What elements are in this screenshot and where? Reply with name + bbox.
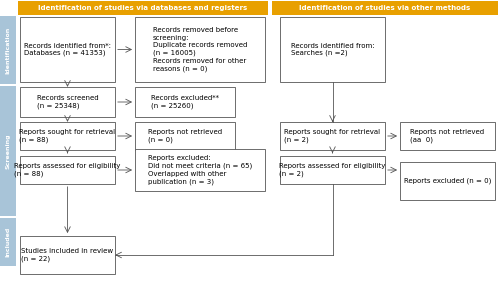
Bar — [20, 122, 115, 150]
Text: Reports sought for retrieval
(n = 88): Reports sought for retrieval (n = 88) — [20, 129, 116, 143]
Text: Reports excluded (n = 0): Reports excluded (n = 0) — [404, 178, 491, 184]
Bar — [400, 162, 495, 200]
Bar — [20, 87, 115, 117]
Bar — [135, 149, 265, 191]
Bar — [20, 236, 115, 274]
Text: Reports excluded:
Did not meet criteria (n = 65)
Overlapped with other
publicati: Reports excluded: Did not meet criteria … — [148, 155, 252, 185]
Bar — [400, 122, 495, 150]
Bar — [0, 16, 16, 84]
Text: Studies included in review
(n = 22): Studies included in review (n = 22) — [22, 248, 114, 262]
Bar — [18, 1, 268, 15]
Text: Screening: Screening — [6, 133, 10, 169]
Bar — [135, 17, 265, 82]
Text: Reports sought for retrieval
(n = 2): Reports sought for retrieval (n = 2) — [284, 129, 380, 143]
Bar — [272, 1, 498, 15]
Text: Records removed before
screening:
Duplicate records removed
(n = 16005)
Records : Records removed before screening: Duplic… — [153, 27, 247, 72]
Text: Identification: Identification — [6, 26, 10, 74]
Text: Reports assessed for eligibility
(n = 88): Reports assessed for eligibility (n = 88… — [14, 163, 120, 177]
Text: Reports not retrieved
(aa  0): Reports not retrieved (aa 0) — [410, 129, 484, 143]
Bar — [135, 122, 235, 150]
Text: Records identified from*:
Databases (n = 41353): Records identified from*: Databases (n =… — [24, 43, 111, 56]
Text: Records identified from:
Searches (n =2): Records identified from: Searches (n =2) — [290, 43, 374, 56]
Text: Included: Included — [6, 227, 10, 257]
Bar — [20, 156, 115, 184]
Bar — [280, 122, 385, 150]
Text: Reports assessed for eligibility
(n = 2): Reports assessed for eligibility (n = 2) — [280, 163, 386, 177]
Text: Reports not retrieved
(n = 0): Reports not retrieved (n = 0) — [148, 129, 222, 143]
Text: Records screened
(n = 25348): Records screened (n = 25348) — [36, 95, 98, 109]
Bar — [0, 218, 16, 266]
Text: Identification of studies via other methods: Identification of studies via other meth… — [300, 5, 470, 11]
Text: Records excluded**
(n = 25260): Records excluded** (n = 25260) — [151, 95, 219, 109]
Bar — [135, 87, 235, 117]
Text: Identification of studies via databases and registers: Identification of studies via databases … — [38, 5, 248, 11]
Bar — [280, 17, 385, 82]
Bar — [280, 156, 385, 184]
Bar — [20, 17, 115, 82]
Bar — [0, 86, 16, 216]
